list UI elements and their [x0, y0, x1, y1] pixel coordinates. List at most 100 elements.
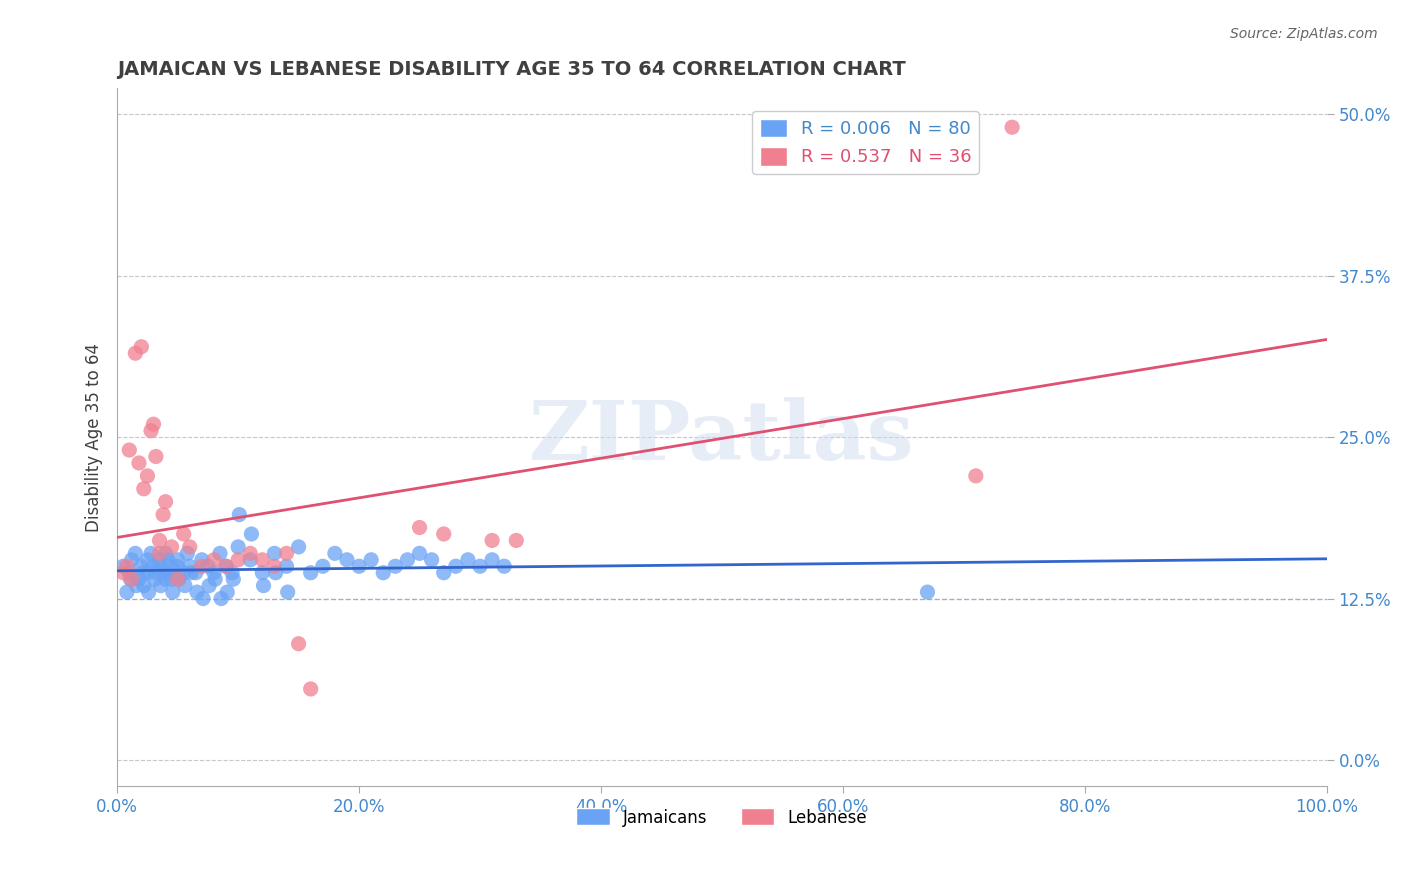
Lebanese	[299, 681, 322, 696]
Jamaicans	[180, 566, 202, 580]
Lebanese	[118, 443, 141, 458]
Lebanese	[166, 572, 188, 586]
Jamaicans	[204, 572, 226, 586]
Jamaicans	[162, 585, 184, 599]
Jamaicans	[312, 559, 335, 574]
Jamaicans	[202, 566, 225, 580]
Jamaicans	[323, 546, 346, 560]
Jamaicans	[373, 566, 395, 580]
Lebanese	[142, 417, 165, 432]
Jamaicans	[176, 546, 198, 560]
Jamaicans	[457, 553, 479, 567]
Jamaicans	[420, 553, 443, 567]
Jamaicans	[252, 579, 274, 593]
Jamaicans	[191, 591, 214, 606]
Jamaicans	[112, 559, 135, 574]
Jamaicans	[240, 527, 263, 541]
Jamaicans	[118, 566, 141, 580]
Lebanese	[148, 546, 170, 560]
Jamaicans	[287, 540, 309, 554]
Jamaicans	[468, 559, 491, 574]
Lebanese	[124, 346, 146, 360]
Jamaicans	[198, 579, 221, 593]
Jamaicans	[148, 559, 170, 574]
Jamaicans	[142, 559, 165, 574]
Jamaicans	[136, 566, 159, 580]
Jamaicans	[186, 585, 208, 599]
Lebanese	[287, 637, 309, 651]
Lebanese	[505, 533, 527, 548]
Jamaicans	[139, 546, 162, 560]
Jamaicans	[136, 553, 159, 567]
Jamaicans	[228, 508, 250, 522]
Jamaicans	[208, 546, 231, 560]
Lebanese	[112, 566, 135, 580]
Jamaicans	[209, 591, 232, 606]
Lebanese	[160, 540, 183, 554]
Jamaicans	[120, 572, 142, 586]
Lebanese	[132, 482, 155, 496]
Jamaicans	[481, 553, 503, 567]
Lebanese	[1001, 120, 1024, 135]
Jamaicans	[156, 553, 179, 567]
Text: JAMAICAN VS LEBANESE DISABILITY AGE 35 TO 64 CORRELATION CHART: JAMAICAN VS LEBANESE DISABILITY AGE 35 T…	[117, 60, 905, 78]
Jamaicans	[160, 559, 183, 574]
Jamaicans	[131, 559, 153, 574]
Jamaicans	[155, 572, 177, 586]
Jamaicans	[143, 572, 166, 586]
Jamaicans	[149, 579, 172, 593]
Y-axis label: Disability Age 35 to 64: Disability Age 35 to 64	[86, 343, 103, 532]
Jamaicans	[115, 585, 138, 599]
Lebanese	[215, 559, 238, 574]
Jamaicans	[152, 566, 174, 580]
Jamaicans	[125, 579, 148, 593]
Lebanese	[173, 527, 195, 541]
Lebanese	[139, 424, 162, 438]
Lebanese	[115, 559, 138, 574]
Lebanese	[191, 559, 214, 574]
Jamaicans	[132, 579, 155, 593]
Lebanese	[408, 520, 430, 534]
Jamaicans	[226, 540, 249, 554]
Jamaicans	[121, 553, 143, 567]
Jamaicans	[138, 585, 160, 599]
Legend: Jamaicans, Lebanese: Jamaicans, Lebanese	[569, 802, 875, 833]
Jamaicans	[128, 572, 150, 586]
Jamaicans	[148, 553, 170, 567]
Jamaicans	[222, 572, 245, 586]
Jamaicans	[131, 566, 153, 580]
Lebanese	[433, 527, 456, 541]
Jamaicans	[215, 559, 238, 574]
Jamaicans	[221, 566, 243, 580]
Jamaicans	[494, 559, 516, 574]
Text: ZIPatlas: ZIPatlas	[529, 397, 915, 477]
Jamaicans	[166, 559, 188, 574]
Jamaicans	[299, 566, 322, 580]
Lebanese	[136, 468, 159, 483]
Jamaicans	[384, 559, 406, 574]
Lebanese	[121, 572, 143, 586]
Jamaicans	[179, 559, 201, 574]
Lebanese	[145, 450, 167, 464]
Jamaicans	[347, 559, 370, 574]
Jamaicans	[396, 553, 419, 567]
Lebanese	[252, 553, 274, 567]
Jamaicans	[277, 585, 299, 599]
Jamaicans	[360, 553, 382, 567]
Lebanese	[263, 559, 285, 574]
Jamaicans	[184, 566, 207, 580]
Jamaicans	[264, 566, 287, 580]
Lebanese	[148, 533, 170, 548]
Lebanese	[131, 340, 153, 354]
Jamaicans	[145, 566, 167, 580]
Lebanese	[276, 546, 298, 560]
Jamaicans	[336, 553, 359, 567]
Jamaicans	[408, 546, 430, 560]
Jamaicans	[166, 553, 188, 567]
Jamaicans	[173, 566, 195, 580]
Jamaicans	[433, 566, 456, 580]
Jamaicans	[191, 553, 214, 567]
Lebanese	[155, 494, 177, 508]
Jamaicans	[124, 546, 146, 560]
Jamaicans	[174, 579, 197, 593]
